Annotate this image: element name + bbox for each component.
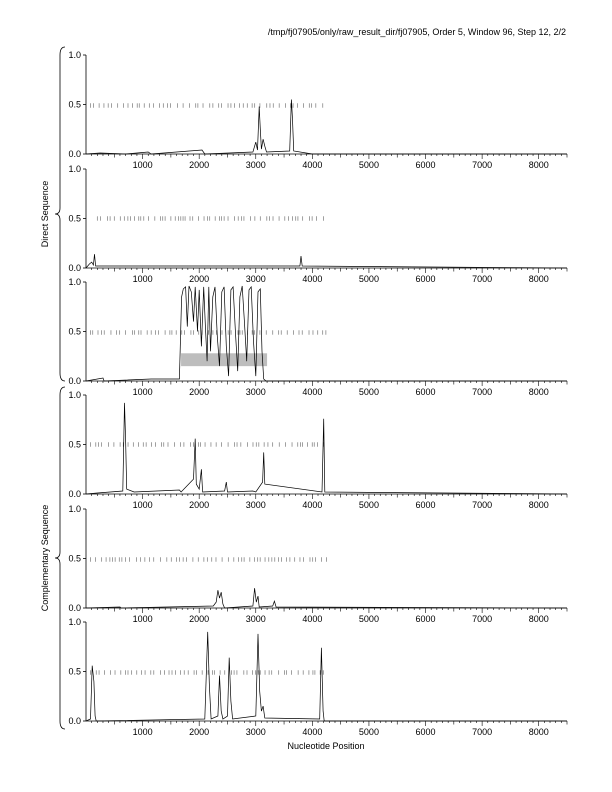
x-tick-label: 1000 [133,160,153,170]
y-tick-label: 1.0 [68,617,81,627]
x-tick-label: 3000 [246,160,266,170]
panel-5: 0.0 0.5 1.0 1000 2000 3000 4000 5000 6000 7000 800… [68,504,568,624]
complementary-sequence-brace [54,386,66,730]
x-tick-label: 4000 [302,500,322,510]
x-tick-label: 2000 [189,274,209,284]
direct-sequence-label: Direct Sequence [40,181,50,248]
x-tick-label: 5000 [359,727,379,737]
y-tick-label: 1.0 [68,277,81,287]
x-tick-label: 5000 [359,274,379,284]
x-tick-label: 7000 [472,387,492,397]
series-line [85,285,567,382]
x-tick-label: 5000 [359,614,379,624]
x-tick-label: 5000 [359,387,379,397]
panel-1: 0.0 0.5 1.0 1000 2000 3000 4000 5000 6000 7000 800… [68,50,568,170]
x-tick-label: 2000 [189,387,209,397]
series-line [85,402,568,495]
x-tick-label: 5000 [359,500,379,510]
y-tick-label: 0.5 [68,214,81,224]
x-tick-label: 7000 [472,274,492,284]
y-tick-label: 0.0 [68,603,81,613]
y-tick-label: 1.0 [68,504,81,514]
panels: 0.0 0.5 1.0 1000 2000 3000 4000 5000 6000 7000 800… [68,50,568,737]
x-tick-label: 6000 [416,727,436,737]
x-tick-label: 7000 [472,160,492,170]
x-tick-label: 7000 [472,614,492,624]
y-tick-label: 0.5 [68,327,81,337]
x-tick-label: 4000 [302,160,322,170]
x-tick-label: 7000 [472,500,492,510]
x-tick-label: 4000 [302,727,322,737]
x-axis-label: Nucleotide Position [287,741,364,751]
x-tick-label: 1000 [133,500,153,510]
y-tick-label: 0.0 [68,489,81,499]
x-tick-label: 4000 [302,614,322,624]
y-tick-label: 0.5 [68,440,81,450]
x-tick-label: 1000 [133,614,153,624]
x-tick-label: 2000 [189,160,209,170]
y-tick-label: 0.5 [68,667,81,677]
x-tick-label: 6000 [416,160,436,170]
x-tick-label: 6000 [416,274,436,284]
y-tick-label: 0.5 [68,100,81,110]
x-tick-label: 4000 [302,387,322,397]
panel-3: 0.0 0.5 1.0 1000 2000 3000 4000 5000 6000 7000 800… [68,277,568,397]
x-tick-label: 8000 [529,387,549,397]
series-line [85,99,567,155]
header-title: /tmp/fj07905/only/raw_result_dir/fj07905… [268,27,566,37]
y-tick-label: 0.0 [68,376,81,386]
x-tick-label: 1000 [133,727,153,737]
series-line [85,254,568,269]
x-tick-label: 4000 [302,274,322,284]
x-tick-label: 3000 [246,274,266,284]
y-tick-label: 0.0 [68,149,81,159]
x-tick-label: 1000 [133,387,153,397]
x-tick-label: 3000 [246,614,266,624]
x-tick-label: 8000 [529,274,549,284]
series-line [85,631,567,722]
complementary-sequence-label: Complementary Sequence [40,505,50,612]
x-tick-label: 6000 [416,500,436,510]
group-braces: Direct Sequence Complementary Sequence [40,46,66,730]
x-tick-label: 3000 [246,727,266,737]
panel-6: 0.0 0.5 1.0 1000 2000 3000 4000 5000 6000 7000 800… [68,617,568,737]
x-tick-label: 6000 [416,387,436,397]
x-tick-label: 2000 [189,614,209,624]
x-tick-label: 3000 [246,387,266,397]
x-tick-label: 2000 [189,727,209,737]
x-tick-label: 8000 [529,614,549,624]
x-tick-label: 8000 [529,727,549,737]
direct-sequence-brace [54,46,66,382]
y-tick-label: 0.0 [68,263,81,273]
x-tick-label: 7000 [472,727,492,737]
highlight-band [181,353,268,367]
x-tick-label: 8000 [529,500,549,510]
x-tick-label: 6000 [416,614,436,624]
series-line [85,588,568,609]
y-tick-label: 1.0 [68,50,81,60]
y-tick-label: 0.5 [68,554,81,564]
panel-2: 0.0 0.5 1.0 1000 2000 3000 4000 5000 6000 7000 800… [68,164,568,284]
y-tick-label: 1.0 [68,390,81,400]
x-tick-label: 2000 [189,500,209,510]
x-tick-label: 5000 [359,160,379,170]
panel-4: 0.0 0.5 1.0 1000 2000 3000 4000 5000 6000 7000 800… [68,390,568,510]
y-tick-label: 0.0 [68,716,81,726]
x-tick-label: 8000 [529,160,549,170]
x-tick-label: 3000 [246,500,266,510]
x-tick-label: 1000 [133,274,153,284]
y-tick-label: 1.0 [68,164,81,174]
